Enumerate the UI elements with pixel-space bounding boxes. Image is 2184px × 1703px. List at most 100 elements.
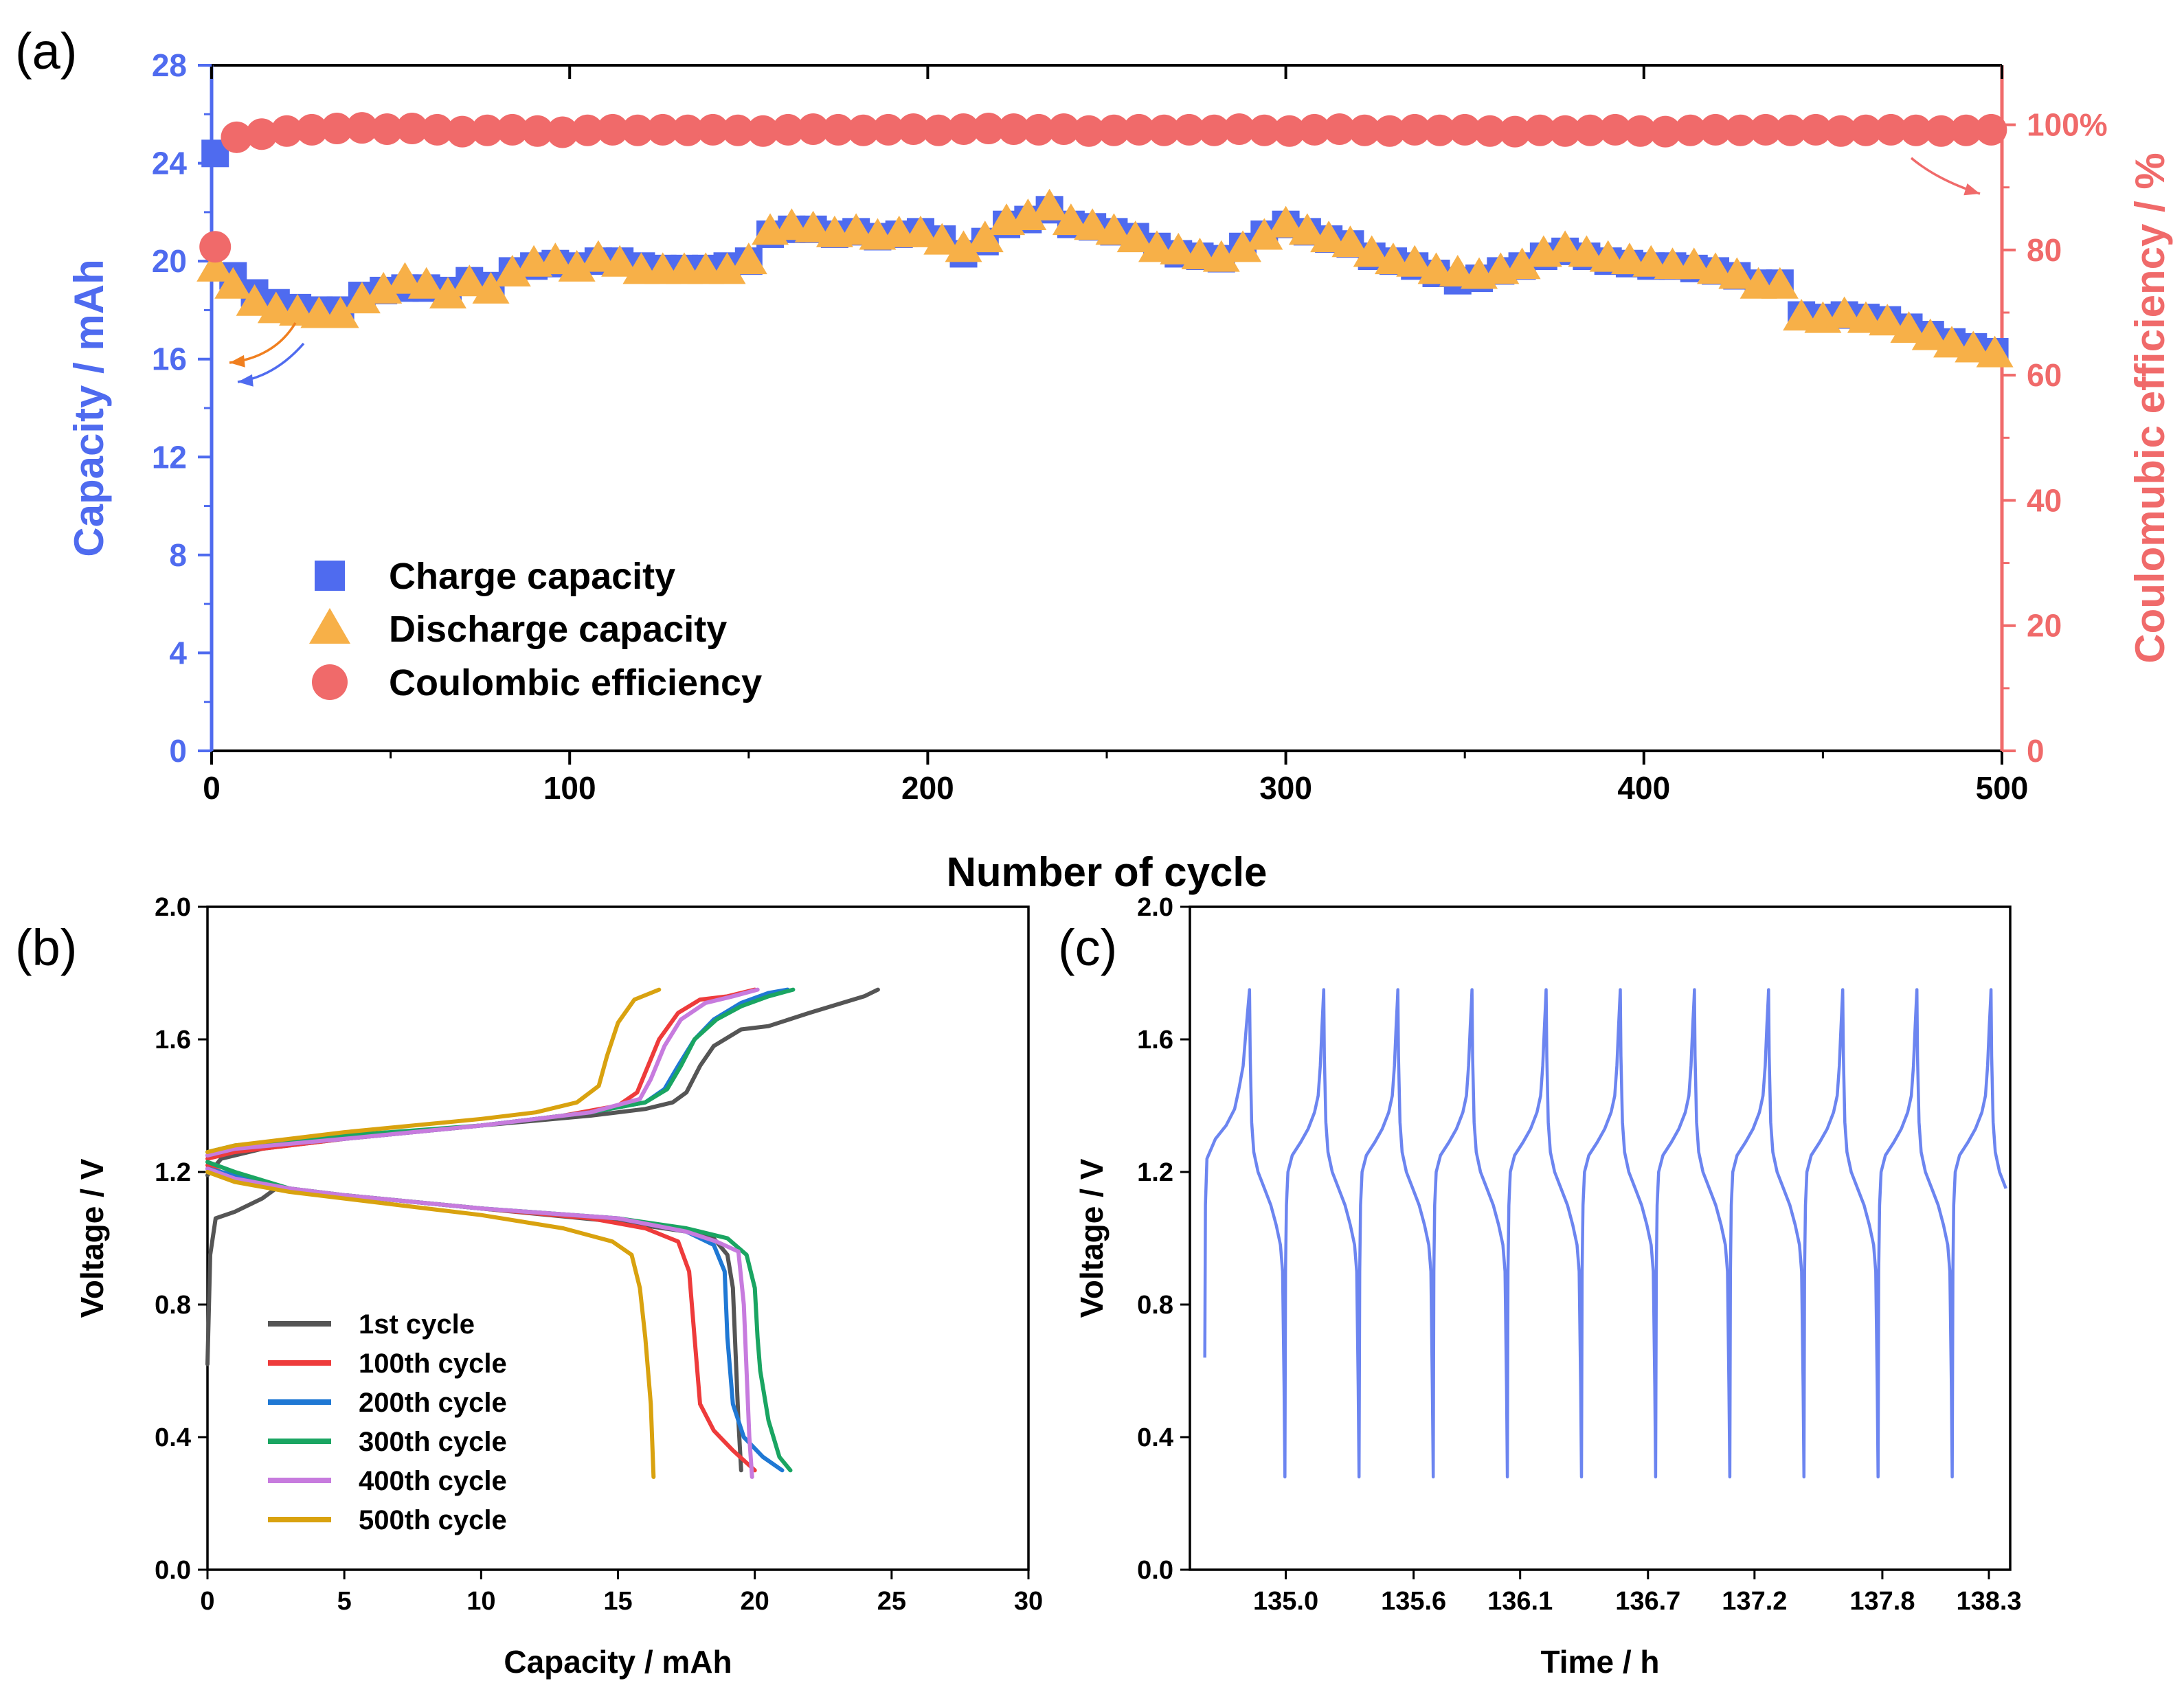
coulombic-efficiency-point xyxy=(1524,114,1556,146)
y-tick-label-right-a: 80 xyxy=(2027,232,2062,268)
coulombic-efficiency-point xyxy=(496,113,528,146)
y-tick-label-right-a: 20 xyxy=(2027,608,2062,644)
coulombic-efficiency-point xyxy=(672,114,704,146)
x-tick-label-c: 136.1 xyxy=(1487,1587,1553,1616)
coulombic-efficiency-point xyxy=(199,231,232,263)
coulombic-efficiency-point xyxy=(1123,113,1155,146)
y-tick-label-b: 1.6 xyxy=(155,1026,191,1054)
coulombic-efficiency-point xyxy=(1624,115,1656,147)
legend-label-b: 100th cycle xyxy=(359,1349,507,1379)
y-tick-label-b: 2.0 xyxy=(155,893,191,922)
legend-marker-efficiency xyxy=(312,664,348,700)
coulombic-efficiency-point xyxy=(923,114,955,146)
coulombic-efficiency-point xyxy=(471,114,504,146)
coulombic-efficiency-point xyxy=(1373,115,1406,147)
arrow-discharge-head xyxy=(229,354,245,368)
coulombic-efficiency-point xyxy=(1323,113,1355,145)
discharge-curve xyxy=(205,1166,754,1479)
discharge-capacity-point xyxy=(1396,245,1434,277)
x-tick-label-c: 136.7 xyxy=(1615,1587,1680,1616)
discharge-capacity-point xyxy=(365,271,403,304)
discharge-capacity-point xyxy=(196,249,234,282)
discharge-capacity-point xyxy=(1116,221,1154,253)
panel-label-c: (c) xyxy=(1058,919,1117,976)
x-axis-title-b: Capacity / mAh xyxy=(504,1644,732,1680)
coulombic-efficiency-point xyxy=(596,113,629,146)
coulombic-efficiency-point xyxy=(973,113,1005,145)
y-tick-label-c: 1.2 xyxy=(1137,1158,1173,1187)
coulombic-efficiency-point xyxy=(1900,114,1932,146)
coulombic-efficiency-point xyxy=(1650,115,1682,148)
y-axis-title-left-a: Capacity / mAh xyxy=(66,259,112,556)
x-tick-label-b: 0 xyxy=(200,1587,214,1616)
coulombic-efficiency-point xyxy=(797,113,829,145)
coulombic-efficiency-point xyxy=(847,114,879,146)
coulombic-efficiency-point xyxy=(1674,114,1707,146)
coulombic-efficiency-point xyxy=(1574,114,1606,146)
x-axis-title-a: Number of cycle xyxy=(947,849,1268,895)
legend-marker-discharge xyxy=(309,608,350,644)
panel-label-b: (b) xyxy=(15,919,77,976)
discharge-capacity-point xyxy=(1568,235,1606,267)
x-tick-label-b: 10 xyxy=(466,1587,495,1616)
y-tick-label-b: 1.2 xyxy=(155,1158,191,1187)
coulombic-efficiency-point xyxy=(622,114,654,146)
coulombic-efficiency-point xyxy=(1724,114,1757,146)
chart-c: 135.0 135.6 136.1 136.7 137.2 137.8 138.3 0.0 0.… xyxy=(1074,893,2022,1680)
discharge-capacity-point xyxy=(1202,240,1240,272)
discharge-capacity-point xyxy=(236,284,273,316)
discharge-capacity-point xyxy=(407,267,445,299)
x-tick-label-b: 30 xyxy=(1014,1587,1043,1616)
coulombic-efficiency-point xyxy=(1700,113,1732,146)
discharge-capacity-point xyxy=(493,254,531,286)
coulombic-efficiency-point xyxy=(1298,113,1331,146)
coulombic-efficiency-point xyxy=(722,114,754,146)
discharge-capacity-point xyxy=(472,271,510,304)
coulombic-efficiency-point xyxy=(1148,114,1180,146)
coulombic-efficiency-point xyxy=(1975,113,2007,146)
coulombic-efficiency-point xyxy=(321,113,353,145)
discharge-capacity-point xyxy=(1933,326,1971,358)
coulombic-efficiency-point xyxy=(1799,113,1832,146)
x-tick-label-b: 15 xyxy=(603,1587,632,1616)
coulombic-efficiency-point xyxy=(1474,115,1506,147)
x-tick-label-c: 137.8 xyxy=(1849,1587,1915,1616)
arrow-discharge xyxy=(229,322,297,364)
coulombic-efficiency-point xyxy=(1198,114,1230,146)
discharge-capacity-point xyxy=(429,277,466,309)
charge-curve xyxy=(205,987,880,1177)
y-tick-label-left-a: 20 xyxy=(152,243,187,279)
y-tick-label-left-a: 0 xyxy=(169,733,187,769)
discharge-capacity-point xyxy=(214,267,252,299)
discharge-capacity-point xyxy=(708,252,746,284)
x-axis-title-c: Time / h xyxy=(1541,1644,1660,1680)
discharge-capacity-point xyxy=(794,210,832,243)
discharge-capacity-point xyxy=(901,215,939,247)
discharge-curve xyxy=(205,1166,785,1473)
y-tick-label-b: 0.0 xyxy=(155,1556,191,1585)
discharge-capacity-point xyxy=(1718,257,1756,289)
legend-label-a: Discharge capacity xyxy=(389,609,727,650)
arrow-charge-head xyxy=(238,374,254,387)
discharge-capacity-point xyxy=(386,262,424,294)
coulombic-efficiency-point xyxy=(446,115,478,148)
discharge-capacity-point xyxy=(322,296,359,328)
coulombic-efficiency-point xyxy=(1048,113,1080,145)
x-tick-label-b: 20 xyxy=(741,1587,769,1616)
coulombic-efficiency-point xyxy=(1549,115,1581,147)
coulombic-efficiency-point xyxy=(245,118,278,150)
coulombic-efficiency-point xyxy=(1775,114,1807,146)
discharge-curve xyxy=(205,1163,757,1473)
legend-label-b: 500th cycle xyxy=(359,1505,507,1535)
coulombic-efficiency-point xyxy=(1248,114,1281,146)
x-tick-label-b: 25 xyxy=(877,1587,906,1616)
y-tick-label-right-a: 100% xyxy=(2027,107,2108,143)
chart-b: 0 5 10 15 20 25 30 0.0 0.4 0.8 1.2 1.6 2.0 Capacity /… xyxy=(74,893,1043,1680)
discharge-capacity-point xyxy=(1160,232,1197,264)
coulombic-efficiency-point xyxy=(546,116,578,148)
x-tick-label-c: 135.0 xyxy=(1253,1587,1318,1616)
arrow-efficiency-head xyxy=(1963,183,1980,196)
discharge-capacity-point xyxy=(1353,235,1391,267)
coulombic-efficiency-point xyxy=(1925,115,1957,147)
y-tick-label-right-a: 60 xyxy=(2027,357,2062,393)
